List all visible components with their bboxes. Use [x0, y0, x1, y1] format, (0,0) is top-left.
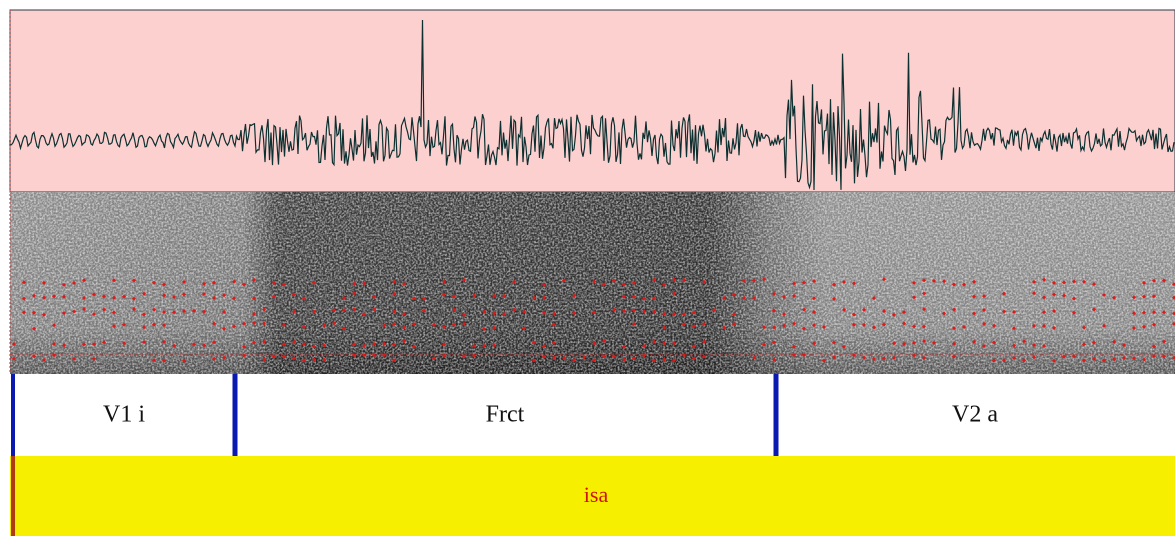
formant-dots — [12, 277, 1175, 363]
interval-label[interactable]: isa — [584, 482, 609, 507]
waveform — [9, 19, 1175, 191]
tier-2 — [10, 456, 1175, 536]
interval-label[interactable]: V1 i — [103, 402, 145, 428]
interval-label[interactable]: Frct — [486, 402, 525, 428]
interval-label[interactable]: V2 a — [952, 402, 998, 428]
tier-1 — [10, 374, 1175, 456]
waveform-panel — [9, 9, 1175, 193]
